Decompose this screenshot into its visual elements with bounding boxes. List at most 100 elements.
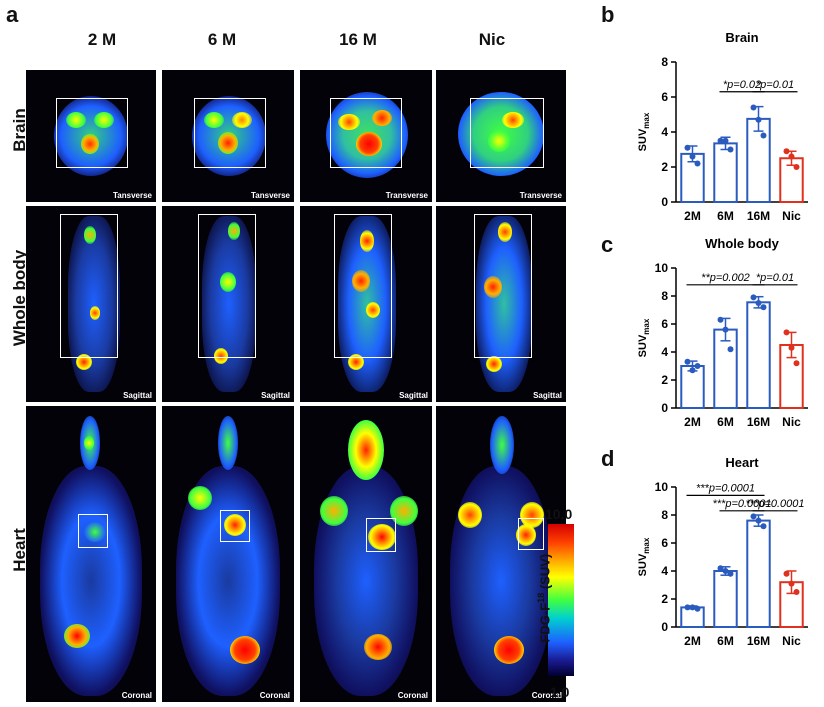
data-point (684, 144, 691, 151)
data-point (689, 153, 696, 160)
data-point (694, 363, 701, 369)
y-tick-label: 0 (661, 620, 668, 634)
y-tick-label: 6 (661, 90, 668, 104)
significance-label: *p=0.01 (756, 79, 794, 91)
whole-body-scan-16m: Sagittal (300, 206, 432, 402)
chart-title: Heart (725, 455, 759, 470)
brain-scan-nic: Transverse (436, 70, 566, 202)
heart-scan-2m: Coronal (26, 406, 156, 702)
column-label-nic: Nic (478, 30, 506, 49)
brain-scan-16m: Transverse (300, 70, 432, 202)
view-tag: Tansverse (251, 191, 290, 200)
x-tick-label: 6M (717, 634, 734, 648)
view-tag: Tansverse (113, 191, 152, 200)
y-axis-label: SUVmax (637, 318, 651, 357)
panel-c-letter: c (601, 232, 614, 257)
data-point (717, 316, 724, 323)
data-point (755, 116, 762, 123)
data-point (722, 137, 729, 144)
view-tag: Transverse (385, 191, 428, 200)
x-tick-label: 6M (717, 209, 734, 223)
colorbar (548, 524, 574, 676)
view-tag: Sagittal (261, 391, 290, 400)
heart-scan-nic: Coronal (436, 406, 566, 702)
column-label-6m: 6 M (207, 30, 237, 49)
x-tick-label: 16M (747, 415, 770, 429)
y-tick-label: 6 (661, 317, 668, 331)
data-point (783, 570, 790, 577)
panel-b-letter: b (601, 2, 615, 27)
data-point (717, 137, 724, 144)
bar (746, 519, 771, 628)
chart-title: Whole body (705, 236, 779, 251)
view-tag: Coronal (397, 691, 428, 700)
whole-body-scan-6m: Sagittal (162, 206, 294, 402)
whole-body-scan-nic: Sagittal (436, 206, 566, 402)
bar (713, 570, 738, 628)
view-tag: Sagittal (123, 391, 152, 400)
heart-scan-6m: Coronal (162, 406, 294, 702)
data-point (793, 589, 800, 595)
whole-body-scan-2m: Sagittal (26, 206, 156, 402)
brain-scan-6m: Tansverse (162, 70, 294, 202)
heart-scan-16m: Coronal (300, 406, 432, 702)
view-tag: Sagittal (399, 391, 428, 400)
view-tag: Transverse (519, 191, 562, 200)
data-point (783, 329, 790, 336)
significance-label: **p=0.002 (701, 272, 750, 284)
data-point (750, 513, 757, 520)
data-point (727, 146, 734, 153)
y-tick-label: 8 (661, 55, 668, 69)
data-point (793, 360, 800, 367)
y-tick-label: 6 (661, 536, 668, 550)
x-tick-label: 2M (684, 209, 701, 223)
x-tick-label: 2M (684, 415, 701, 429)
data-point (793, 164, 800, 170)
column-label-16m: 16 M (339, 30, 377, 49)
data-point (755, 300, 762, 306)
view-tag: Sagittal (533, 391, 562, 400)
y-axis-label: SUVmax (637, 112, 651, 151)
y-tick-label: 2 (661, 373, 668, 387)
y-tick-label: 2 (661, 160, 668, 174)
y-tick-label: 4 (661, 345, 668, 359)
data-point (694, 160, 701, 167)
y-tick-label: 8 (661, 289, 668, 303)
data-point (727, 570, 734, 577)
data-point (760, 304, 767, 311)
data-point (788, 344, 795, 351)
data-point (722, 326, 729, 333)
view-tag: Coronal (531, 691, 562, 700)
y-tick-label: 4 (661, 564, 668, 578)
data-point (788, 580, 795, 587)
panel-a-letter: a (6, 2, 19, 27)
y-tick-label: 10 (655, 261, 669, 275)
data-point (722, 568, 729, 574)
data-point (689, 367, 696, 374)
data-point (755, 517, 762, 524)
data-point (788, 153, 795, 160)
y-tick-label: 0 (661, 195, 668, 209)
y-axis-label: SUVmax (637, 537, 651, 576)
view-tag: Coronal (121, 691, 152, 700)
view-tag: Coronal (259, 691, 290, 700)
significance-label: ***p=0.0001 (712, 498, 771, 510)
data-point (760, 523, 767, 530)
data-point (750, 104, 757, 111)
significance-label: ***p=0.0001 (696, 482, 755, 494)
y-tick-label: 8 (661, 508, 668, 522)
data-point (689, 604, 696, 611)
x-tick-label: 16M (747, 209, 770, 223)
panel-d-letter: d (601, 446, 615, 471)
x-tick-label: Nic (782, 634, 801, 648)
data-point (760, 132, 767, 139)
data-point (750, 294, 757, 301)
brain-scan-2m: Tansverse (26, 70, 156, 202)
data-point (783, 148, 790, 155)
significance-label: *p=0.02 (723, 79, 761, 91)
significance-label: ***p=0.0001 (745, 498, 804, 510)
data-point (717, 565, 724, 572)
